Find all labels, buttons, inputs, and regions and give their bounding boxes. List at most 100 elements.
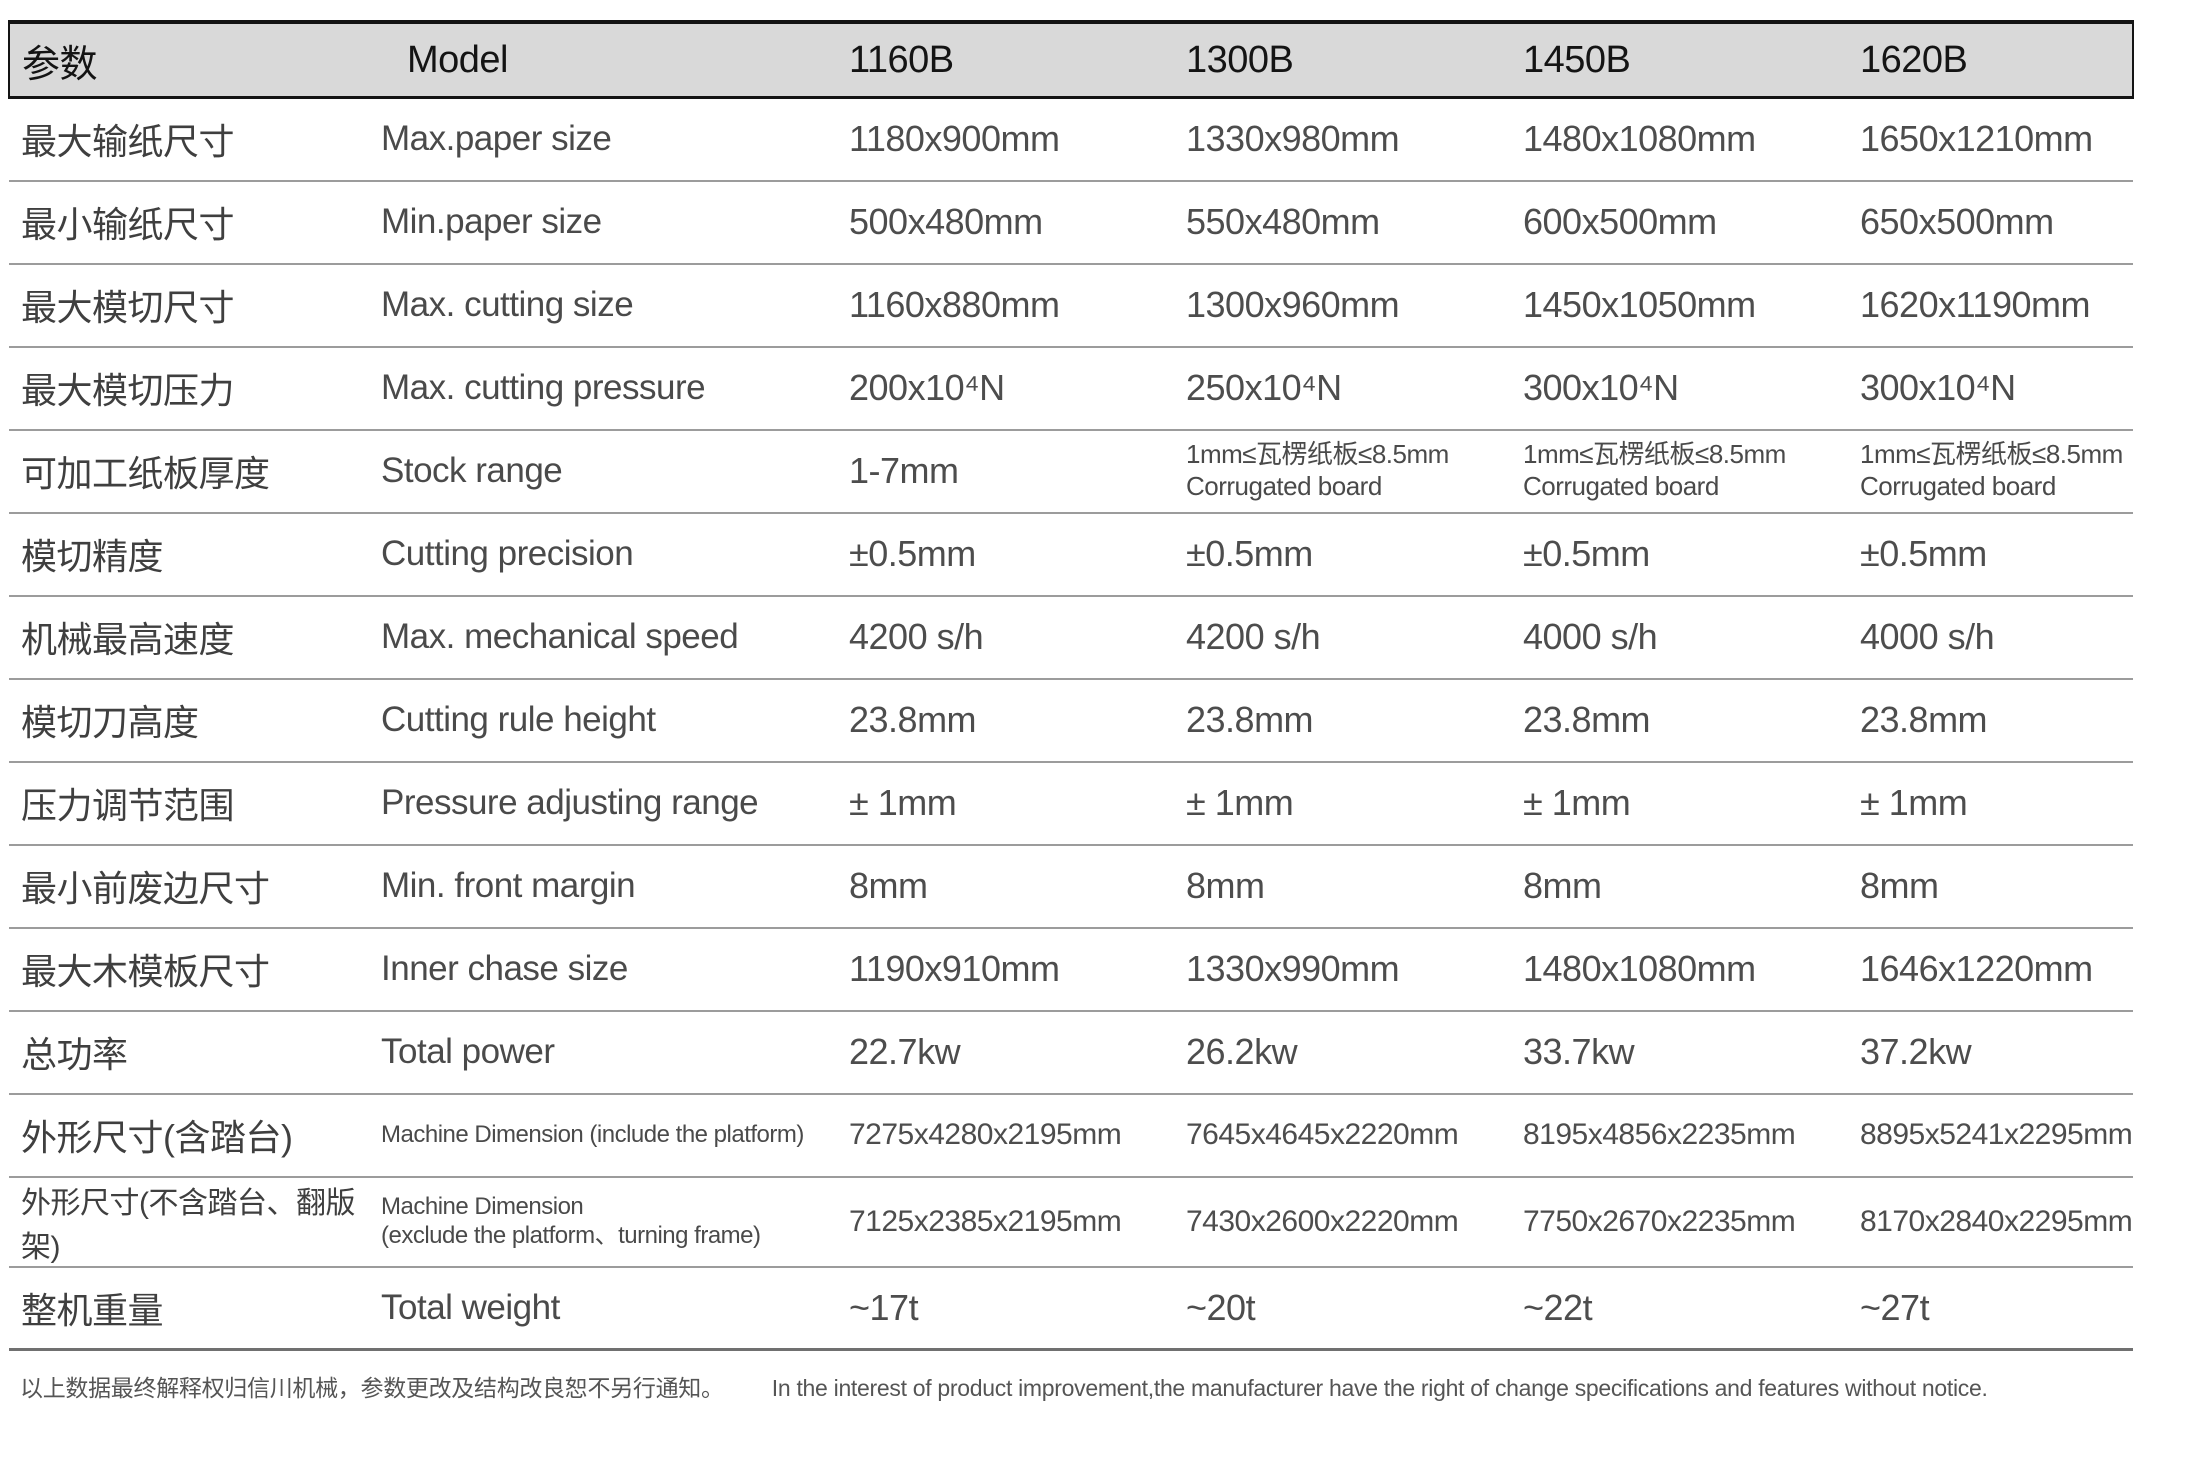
cell-value: 23.8mm <box>1860 678 2133 763</box>
cell-value: ~22t <box>1523 1266 1860 1351</box>
cell-value: 8895x5241x2295mm <box>1860 1093 2133 1178</box>
row-label-cn: 最大木模板尺寸 <box>9 927 381 1012</box>
table-row: 最大模切尺寸 Max. cutting size 1160x880mm 1300x96… <box>9 263 2133 348</box>
table-row: 最大模切压力 Max. cutting pressure 200x10⁴N 250x1… <box>9 346 2133 431</box>
table-row: 外形尺寸(不含踏台、翻版架) Machine Dimension (exclude… <box>9 1176 2133 1268</box>
cell-value: 4200 s/h <box>1186 595 1523 680</box>
table-row: 最小前废边尺寸 Min. front margin 8mm 8mm 8mm 8mm <box>9 844 2133 929</box>
cell-value: 8mm <box>849 844 1186 929</box>
cell-value: 8170x2840x2295mm <box>1860 1176 2133 1268</box>
cell-value: 1mm≤瓦楞纸板≤8.5mm Corrugated board <box>1186 429 1523 514</box>
cell-value: ±0.5mm <box>1523 512 1860 597</box>
row-label-en: Machine Dimension (exclude the platform、… <box>381 1176 849 1268</box>
cell-value: 1mm≤瓦楞纸板≤8.5mm Corrugated board <box>1860 429 2133 514</box>
row-label-cn: 压力调节范围 <box>9 761 381 846</box>
cell-value: 22.7kw <box>849 1010 1186 1095</box>
cell-value: 8mm <box>1186 844 1523 929</box>
table-row: 最大木模板尺寸 Inner chase size 1190x910mm 1330x99… <box>9 927 2133 1012</box>
row-label-cn: 模切刀高度 <box>9 678 381 763</box>
row-label-cn: 模切精度 <box>9 512 381 597</box>
header-param-label: 参数 <box>8 20 381 99</box>
cell-value: 4000 s/h <box>1860 595 2133 680</box>
table-row: 最大输纸尺寸 Max.paper size 1180x900mm 1330x980mm… <box>9 97 2133 182</box>
cell-value: 300x10⁴N <box>1860 346 2133 431</box>
cell-value: ± 1mm <box>1860 761 2133 846</box>
cell-value: 4000 s/h <box>1523 595 1860 680</box>
cell-value: ~27t <box>1860 1266 2133 1351</box>
cell-value: 550x480mm <box>1186 180 1523 265</box>
table-row: 模切刀高度 Cutting rule height 23.8mm 23.8mm 23.8… <box>9 678 2133 763</box>
cell-value: 1190x910mm <box>849 927 1186 1012</box>
spec-table: 参数 Model 1160B 1300B 1450B 1620B 最大输纸尺寸 M… <box>8 20 2134 1351</box>
row-label-cn: 最大输纸尺寸 <box>9 97 381 182</box>
row-label-en: Total weight <box>381 1266 849 1351</box>
cell-value: 650x500mm <box>1860 180 2133 265</box>
table-row: 机械最高速度 Max. mechanical speed 4200 s/h 4200 … <box>9 595 2133 680</box>
header-model-1300b: 1300B <box>1186 20 1523 99</box>
cell-value: 1620x1190mm <box>1860 263 2133 348</box>
cell-value: ± 1mm <box>849 761 1186 846</box>
cell-value: 1480x1080mm <box>1523 97 1860 182</box>
cell-value: 7750x2670x2235mm <box>1523 1176 1860 1268</box>
cell-value: 7125x2385x2195mm <box>849 1176 1186 1268</box>
table-row: 压力调节范围 Pressure adjusting range ± 1mm ± 1mm… <box>9 761 2133 846</box>
row-label-en: Cutting rule height <box>381 678 849 763</box>
header-row: 参数 Model 1160B 1300B 1450B 1620B <box>8 20 2134 99</box>
cell-value: 8195x4856x2235mm <box>1523 1093 1860 1178</box>
table-row: 整机重量 Total weight ~17t ~20t ~22t ~27t <box>9 1266 2133 1351</box>
row-label-en: Stock range <box>381 429 849 514</box>
cell-value: 200x10⁴N <box>849 346 1186 431</box>
cell-value: 1300x960mm <box>1186 263 1523 348</box>
cell-value: 7275x4280x2195mm <box>849 1093 1186 1178</box>
row-label-en: Machine Dimension (include the platform) <box>381 1093 849 1178</box>
cell-value: ~17t <box>849 1266 1186 1351</box>
cell-value: ± 1mm <box>1186 761 1523 846</box>
row-label-cn: 最小前废边尺寸 <box>9 844 381 929</box>
cell-value: 7645x4645x2220mm <box>1186 1093 1523 1178</box>
cell-value: 33.7kw <box>1523 1010 1860 1095</box>
table-row: 外形尺寸(含踏台) Machine Dimension (include the … <box>9 1093 2133 1178</box>
spec-sheet: 参数 Model 1160B 1300B 1450B 1620B 最大输纸尺寸 M… <box>8 20 2185 1403</box>
cell-value: 8mm <box>1523 844 1860 929</box>
cell-value: 8mm <box>1860 844 2133 929</box>
cell-value: 1650x1210mm <box>1860 97 2133 182</box>
spec-table-header: 参数 Model 1160B 1300B 1450B 1620B <box>8 20 2134 99</box>
row-label-cn: 机械最高速度 <box>9 595 381 680</box>
cell-value: 1330x980mm <box>1186 97 1523 182</box>
cell-value: 1450x1050mm <box>1523 263 1860 348</box>
cell-value: ±0.5mm <box>849 512 1186 597</box>
cell-value: 1mm≤瓦楞纸板≤8.5mm Corrugated board <box>1523 429 1860 514</box>
cell-value: 23.8mm <box>1523 678 1860 763</box>
row-label-cn: 最大模切压力 <box>9 346 381 431</box>
row-label-cn: 外形尺寸(不含踏台、翻版架) <box>9 1176 381 1268</box>
row-label-cn: 最小输纸尺寸 <box>9 180 381 265</box>
cell-value: 7430x2600x2220mm <box>1186 1176 1523 1268</box>
cell-value: 1180x900mm <box>849 97 1186 182</box>
row-label-en: Inner chase size <box>381 927 849 1012</box>
header-model-1450b: 1450B <box>1523 20 1860 99</box>
row-label-en: Cutting precision <box>381 512 849 597</box>
row-label-cn: 外形尺寸(含踏台) <box>9 1093 381 1178</box>
row-label-en: Pressure adjusting range <box>381 761 849 846</box>
cell-value: 1-7mm <box>849 429 1186 514</box>
header-model-1620b: 1620B <box>1860 20 2134 99</box>
row-label-cn: 总功率 <box>9 1010 381 1095</box>
row-label-cn: 整机重量 <box>9 1266 381 1351</box>
cell-value: ±0.5mm <box>1186 512 1523 597</box>
cell-value: 23.8mm <box>1186 678 1523 763</box>
disclaimer-note-cn: 以上数据最终解释权归信川机械，参数更改及结构改良恕不另行通知。 <box>20 1375 724 1401</box>
cell-value: 1160x880mm <box>849 263 1186 348</box>
cell-value: ±0.5mm <box>1860 512 2133 597</box>
disclaimer-note: 以上数据最终解释权归信川机械，参数更改及结构改良恕不另行通知。 In the i… <box>20 1369 2185 1403</box>
row-label-en: Total power <box>381 1010 849 1095</box>
cell-value: 1480x1080mm <box>1523 927 1860 1012</box>
cell-value: 1330x990mm <box>1186 927 1523 1012</box>
cell-value: 1646x1220mm <box>1860 927 2133 1012</box>
row-label-en: Min.paper size <box>381 180 849 265</box>
cell-value: 4200 s/h <box>849 595 1186 680</box>
cell-value: ~20t <box>1186 1266 1523 1351</box>
cell-value: 250x10⁴N <box>1186 346 1523 431</box>
row-label-en: Max. cutting pressure <box>381 346 849 431</box>
row-label-en: Max. cutting size <box>381 263 849 348</box>
cell-value: 300x10⁴N <box>1523 346 1860 431</box>
